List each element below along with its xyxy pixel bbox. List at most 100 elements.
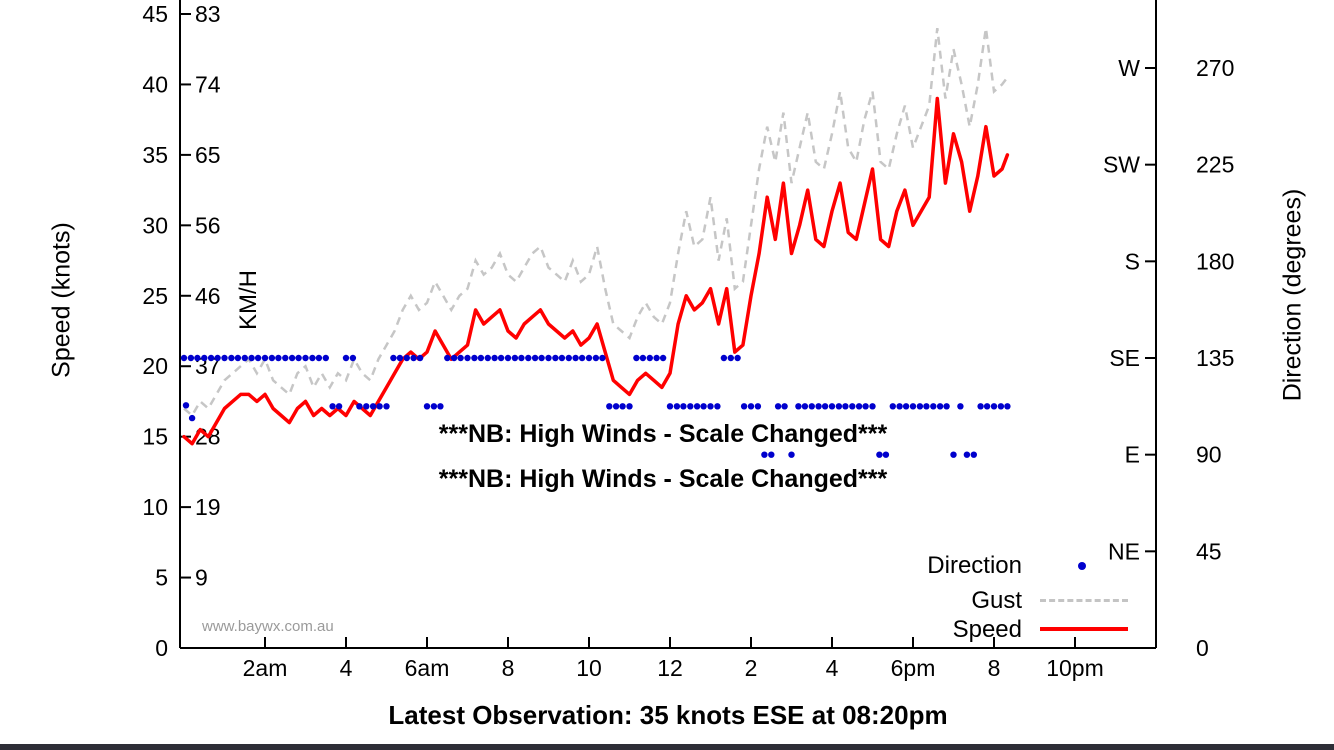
direction-dot [680, 403, 687, 410]
direction-dot [693, 403, 701, 410]
direction-dot [619, 403, 626, 410]
direction-dot [376, 403, 383, 410]
direction-dot [565, 354, 572, 362]
time-tick-label: 4 [826, 655, 839, 681]
direction-dot [457, 354, 464, 362]
direction-dot [450, 354, 458, 362]
legend-label-direction: Direction [927, 552, 1022, 579]
direction-dot [497, 354, 505, 362]
scale-changed-annotation-1: ***NB: High Winds - Scale Changed*** [438, 420, 888, 448]
direction-dot [943, 403, 950, 410]
direction-dot [241, 354, 248, 362]
direction-dot [599, 354, 606, 362]
direction-dot [754, 403, 762, 410]
direction-dot [700, 403, 707, 410]
direction-dot [673, 403, 681, 410]
legend-label-speed: Speed [952, 616, 1022, 643]
degree-tick-label: 225 [1196, 152, 1234, 178]
compass-tick-label: NE [1108, 538, 1140, 564]
speed-tick-label: 10 [142, 494, 168, 520]
direction-dot [531, 354, 539, 362]
direction-dot [612, 403, 620, 410]
gust-legend-line-icon [1040, 599, 1128, 602]
direction-dot [545, 354, 552, 362]
direction-dot [889, 403, 896, 410]
direction-dot [396, 354, 404, 362]
direction-dot [572, 354, 579, 362]
direction-dot [727, 354, 734, 362]
direction-dot [201, 354, 208, 362]
time-tick-label: 10 [576, 655, 602, 681]
direction-dot [180, 354, 188, 362]
direction-dot [795, 403, 802, 410]
direction-dot [714, 403, 721, 410]
direction-dot [329, 403, 336, 410]
direction-dot [416, 354, 424, 362]
gust-line [183, 27, 1009, 418]
degree-tick-label: 270 [1196, 55, 1234, 81]
direction-dot [511, 354, 519, 362]
direction-dot [342, 354, 350, 362]
direction-dot [182, 402, 190, 409]
direction-dot [781, 403, 788, 410]
scale-changed-annotation-2: ***NB: High Winds - Scale Changed*** [438, 465, 888, 493]
direction-dot [626, 403, 633, 410]
direction-dot [585, 354, 593, 362]
kmh-tick-label: 9 [195, 565, 208, 591]
direction-dot [437, 403, 444, 410]
direction-dot [578, 354, 586, 362]
direction-dot [977, 403, 984, 410]
kmh-tick-label: 83 [195, 1, 221, 27]
speed-tick-label: 20 [142, 353, 168, 379]
speed-tick-label: 0 [155, 635, 168, 661]
direction-dot [335, 403, 343, 410]
latest-observation-caption: Latest Observation: 35 knots ESE at 08:2… [388, 700, 948, 730]
direction-dot [188, 414, 196, 422]
direction-dot [687, 403, 694, 410]
degree-tick-label: 90 [1196, 442, 1222, 468]
direction-dot [410, 354, 417, 362]
direction-dot [315, 354, 323, 362]
direction-dot [288, 354, 296, 362]
direction-dot [194, 354, 201, 362]
direction-dot [761, 451, 768, 458]
direction-dot [268, 354, 276, 362]
direction-dot [538, 354, 545, 362]
direction-dot [950, 451, 957, 458]
degree-tick-label: 0 [1196, 635, 1209, 661]
direction-dot [835, 403, 843, 410]
direction-dot [876, 451, 883, 458]
direction-dot [430, 403, 438, 410]
direction-dot [525, 354, 532, 362]
degree-tick-label: 45 [1196, 538, 1222, 564]
direction-dot [855, 403, 863, 410]
direction-dot [390, 354, 397, 362]
degree-tick-label: 135 [1196, 345, 1234, 371]
direction-dot [653, 354, 660, 362]
direction-dot [322, 354, 329, 362]
direction-dot [221, 354, 228, 362]
kmh-tick-label: 65 [195, 142, 221, 168]
speed-tick-label: 45 [142, 1, 168, 27]
compass-tick-label: SW [1103, 152, 1140, 178]
direction-dot [957, 403, 964, 410]
direction-dot [464, 354, 471, 362]
speed-tick-label: 35 [142, 142, 168, 168]
direction-dot [187, 354, 195, 362]
speed-line [182, 96, 1010, 446]
direction-dot [659, 354, 667, 362]
direction-dot [302, 354, 309, 362]
direction-dot [369, 403, 377, 410]
direction-dot [403, 354, 410, 362]
direction-dot [423, 403, 431, 410]
compass-tick-label: E [1125, 442, 1140, 468]
direction-dot [1004, 403, 1011, 410]
window-bottom-edge [0, 744, 1334, 750]
direction-dot [990, 403, 998, 410]
direction-dot [882, 451, 890, 458]
time-tick-label: 12 [657, 655, 683, 681]
speed-legend-line-icon [1040, 627, 1128, 631]
direction-dot [774, 403, 782, 410]
direction-dot [788, 451, 795, 458]
direction-dot [504, 354, 512, 362]
